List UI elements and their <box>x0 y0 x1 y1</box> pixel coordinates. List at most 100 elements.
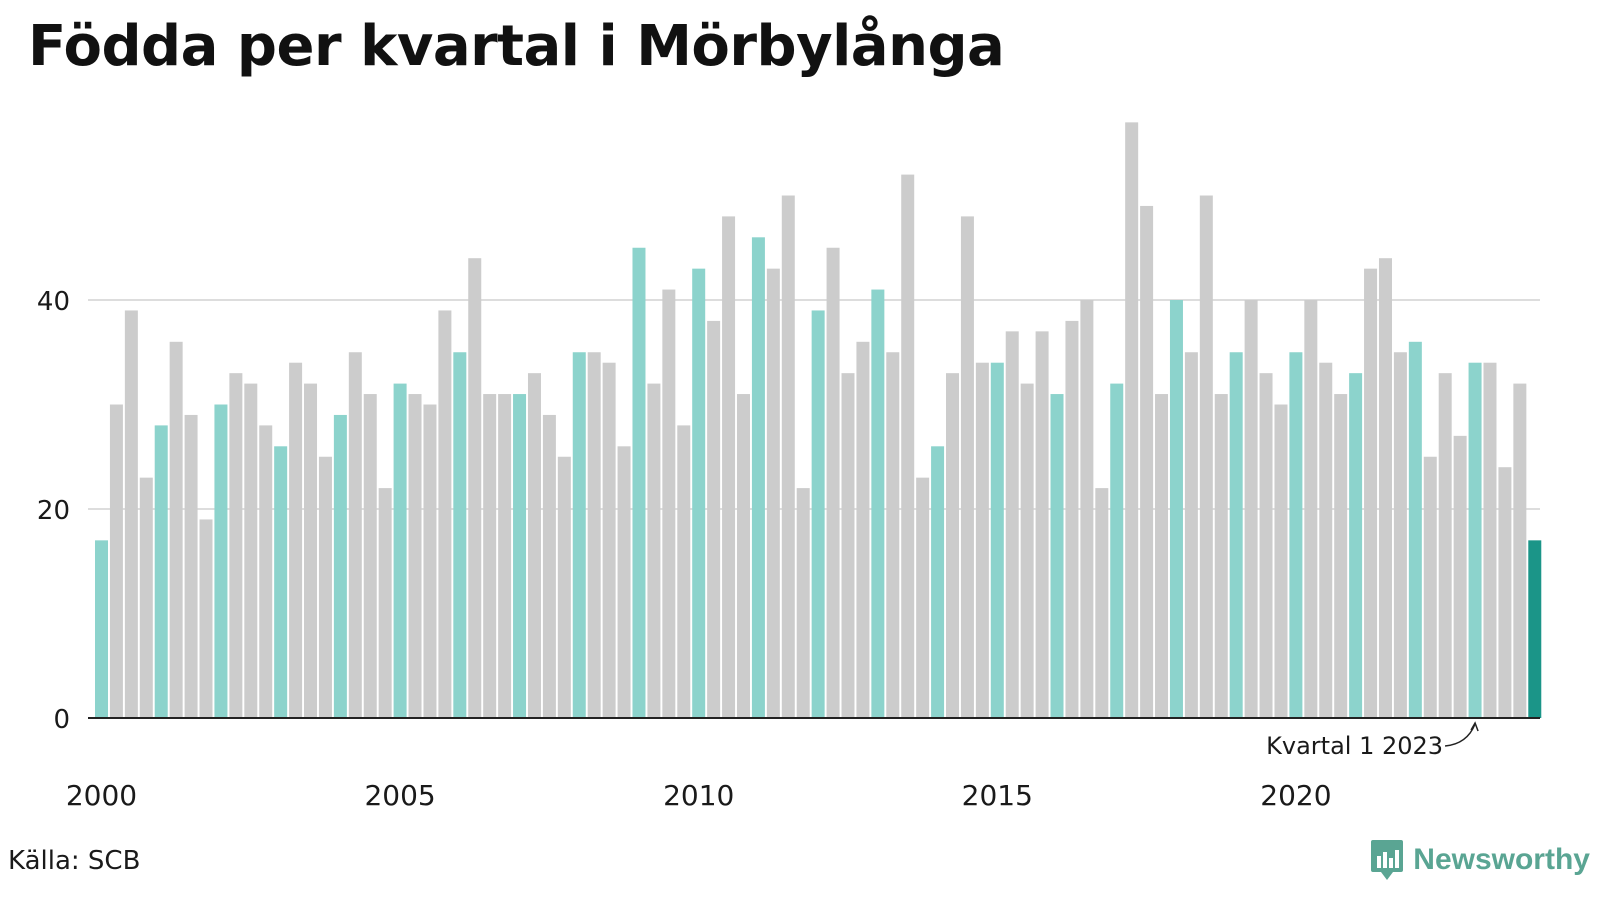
bar-2018-q1 <box>1169 300 1183 718</box>
bar-2011-q1 <box>751 237 765 719</box>
bar-2001-q3 <box>184 414 198 718</box>
bar-2007-q3 <box>542 414 556 718</box>
bar-2021-q2 <box>1364 268 1378 718</box>
bar-2013-q2 <box>886 352 900 718</box>
bar-2009-q3 <box>662 289 676 718</box>
bar-2018-q3 <box>1199 195 1213 718</box>
bar-2018-q4 <box>1214 394 1228 718</box>
x-tick-label: 2020 <box>1260 779 1331 812</box>
bar-2000-q1 <box>95 540 108 718</box>
bar-2023-q2 <box>1483 362 1497 718</box>
bar-2022-q1 <box>1408 341 1422 718</box>
bar-2007-q2 <box>527 373 541 718</box>
bar-2000-q3 <box>124 310 138 718</box>
bar-2021-q1 <box>1349 373 1363 718</box>
bar-2008-q1 <box>572 352 586 718</box>
bar-2002-q4 <box>259 425 273 718</box>
brand-logo[interactable]: Newsworthy <box>1369 838 1590 882</box>
bar-2005-q1 <box>393 383 407 718</box>
bar-2007-q1 <box>513 394 527 718</box>
bar-2001-q1 <box>154 425 168 718</box>
bar-2010-q1 <box>692 268 706 718</box>
bar-2011-q4 <box>796 488 810 718</box>
bar-2000-q2 <box>109 404 123 718</box>
bar-2016-q3 <box>1080 300 1094 718</box>
bar-2020-q1 <box>1289 352 1303 718</box>
bar-2008-q2 <box>587 352 601 718</box>
bar-2017-q1 <box>1110 383 1124 718</box>
bar-2020-q3 <box>1319 362 1333 718</box>
bar-2014-q4 <box>975 362 989 718</box>
bar-2012-q4 <box>856 341 870 718</box>
y-tick-label: 0 <box>53 705 70 735</box>
annotation-group: Kvartal 1 2023 <box>1266 721 1479 760</box>
bar-2020-q4 <box>1334 394 1348 718</box>
bar-2019-q1 <box>1229 352 1243 718</box>
source-label: Källa: SCB <box>8 846 141 876</box>
bar-2004-q4 <box>378 488 392 718</box>
brand-name: Newsworthy <box>1413 843 1590 876</box>
bar-2022-q2 <box>1423 456 1437 718</box>
bar-2016-q1 <box>1050 394 1064 718</box>
bar-2023-q3 <box>1498 467 1512 718</box>
bar-2012-q2 <box>826 247 840 718</box>
bar-2005-q2 <box>408 394 422 718</box>
bar-2006-q1 <box>453 352 467 718</box>
bar-2004-q1 <box>333 414 347 718</box>
bar-2011-q2 <box>766 268 780 718</box>
bar-2010-q2 <box>707 320 721 718</box>
bar-2003-q4 <box>318 456 332 718</box>
bar-2018-q2 <box>1184 352 1198 718</box>
x-tick-label: 2015 <box>962 779 1033 812</box>
bar-2009-q2 <box>647 383 661 718</box>
bar-2008-q4 <box>617 446 631 718</box>
bar-2001-q4 <box>199 519 213 718</box>
bar-2015-q2 <box>1005 331 1019 718</box>
bar-2023-q1 <box>1468 362 1482 718</box>
bar-2021-q3 <box>1378 258 1392 718</box>
bar-2011-q3 <box>781 195 795 718</box>
bar-2020-q2 <box>1304 300 1318 718</box>
bar-2005-q4 <box>438 310 452 718</box>
x-tick-label: 2010 <box>663 779 734 812</box>
bar-2012-q3 <box>841 373 855 718</box>
bar-2003-q3 <box>304 383 318 718</box>
bar-2015-q4 <box>1035 331 1049 718</box>
bar-2009-q1 <box>632 247 646 718</box>
bar-2002-q3 <box>244 383 258 718</box>
bar-2008-q3 <box>602 362 616 718</box>
bar-2002-q1 <box>214 404 228 718</box>
bar-2010-q3 <box>722 216 736 718</box>
chart-title: Födda per kvartal i Mörbylånga <box>28 14 1005 79</box>
bar-2016-q4 <box>1095 488 1109 718</box>
bar-2001-q2 <box>169 341 183 718</box>
bar-2000-q4 <box>139 477 153 718</box>
bar-2016-q2 <box>1065 320 1079 718</box>
axes: 2000 2005 2010 2015 2020 <box>66 717 1540 812</box>
bar-2021-q4 <box>1393 352 1407 718</box>
y-tick-label: 20 <box>37 496 70 526</box>
bar-2004-q3 <box>363 394 377 718</box>
x-tick-label: 2000 <box>66 779 137 812</box>
bar-2006-q2 <box>468 258 482 718</box>
annotation-arrow <box>1444 723 1476 747</box>
bar-2004-q2 <box>348 352 362 718</box>
annotation-arrowhead <box>1470 721 1479 732</box>
bar-2017-q3 <box>1140 205 1154 718</box>
x-tick-label: 2005 <box>364 779 435 812</box>
bar-2023-q4 <box>1513 383 1527 718</box>
bars <box>95 122 1542 719</box>
bar-2013-q3 <box>901 174 915 719</box>
bar-2014-q3 <box>960 216 974 718</box>
bar-2014-q2 <box>946 373 960 718</box>
bar-2024-q1 <box>1528 540 1542 718</box>
bar-2007-q4 <box>557 456 571 718</box>
bar-2003-q1 <box>274 446 288 718</box>
bar-2022-q4 <box>1453 435 1467 718</box>
bar-2005-q3 <box>423 404 437 718</box>
bar-2019-q4 <box>1274 404 1288 718</box>
bar-2015-q3 <box>1020 383 1034 718</box>
bar-2022-q3 <box>1438 373 1452 718</box>
newsworthy-logo-icon <box>1371 840 1404 880</box>
